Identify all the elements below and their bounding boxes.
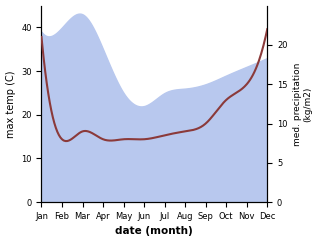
X-axis label: date (month): date (month)	[115, 227, 193, 236]
Y-axis label: max temp (C): max temp (C)	[5, 70, 16, 138]
Y-axis label: med. precipitation
(kg/m2): med. precipitation (kg/m2)	[293, 62, 313, 145]
